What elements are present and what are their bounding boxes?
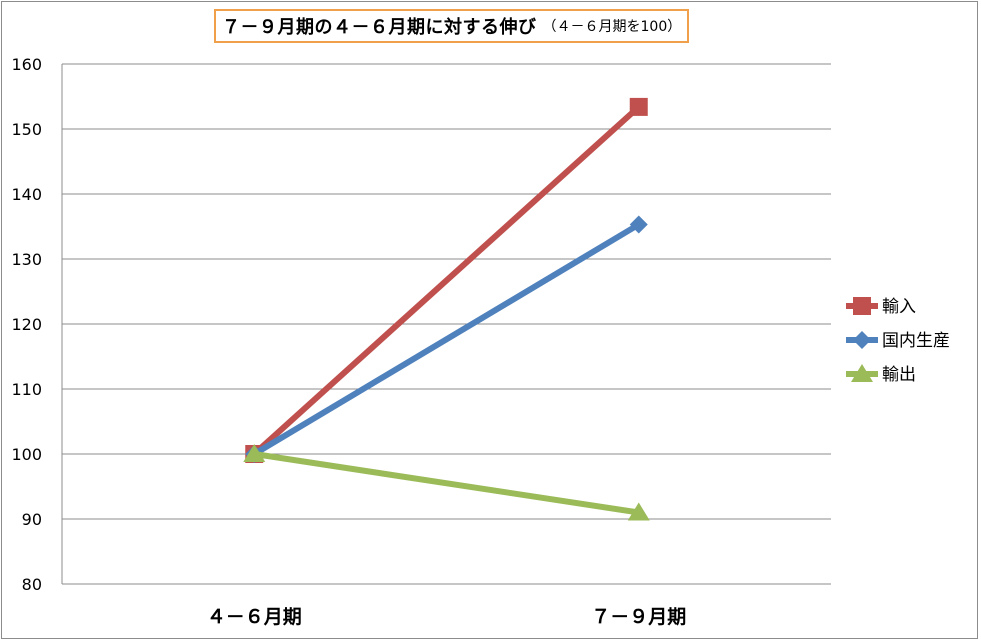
y-tick-label: 160	[11, 55, 42, 74]
legend-marker	[853, 331, 871, 349]
chart-title-box: ７－９月期の４－６月期に対する伸び （４－６月期を100）	[214, 9, 690, 43]
legend-label: 国内生産	[882, 331, 950, 351]
legend-marker	[853, 297, 871, 315]
y-tick-label: 110	[11, 380, 42, 399]
x-category-label: ７－９月期	[591, 606, 686, 628]
y-tick-label: 150	[11, 120, 42, 139]
y-tick-label: 140	[11, 185, 42, 204]
y-tick-label: 120	[11, 315, 42, 334]
y-tick-label: 80	[22, 575, 42, 594]
series-line	[252, 104, 641, 457]
data-point	[629, 97, 648, 116]
series-line	[253, 451, 640, 516]
legend-label: 輸入	[882, 297, 916, 317]
chart-subtitle: （４－６月期を100）	[542, 19, 682, 35]
y-tick-label: 100	[11, 445, 42, 464]
y-tick-label: 130	[11, 250, 42, 269]
series-line	[252, 221, 641, 457]
chart-title: ７－９月期の４－６月期に対する伸び	[222, 17, 537, 38]
data-point	[629, 215, 648, 234]
y-tick-label: 90	[22, 510, 42, 529]
legend-marker	[851, 364, 873, 382]
data-point	[243, 444, 266, 462]
legend-label: 輸出	[882, 365, 916, 385]
x-category-label: ４－６月期	[207, 606, 302, 628]
data-point	[627, 502, 650, 521]
